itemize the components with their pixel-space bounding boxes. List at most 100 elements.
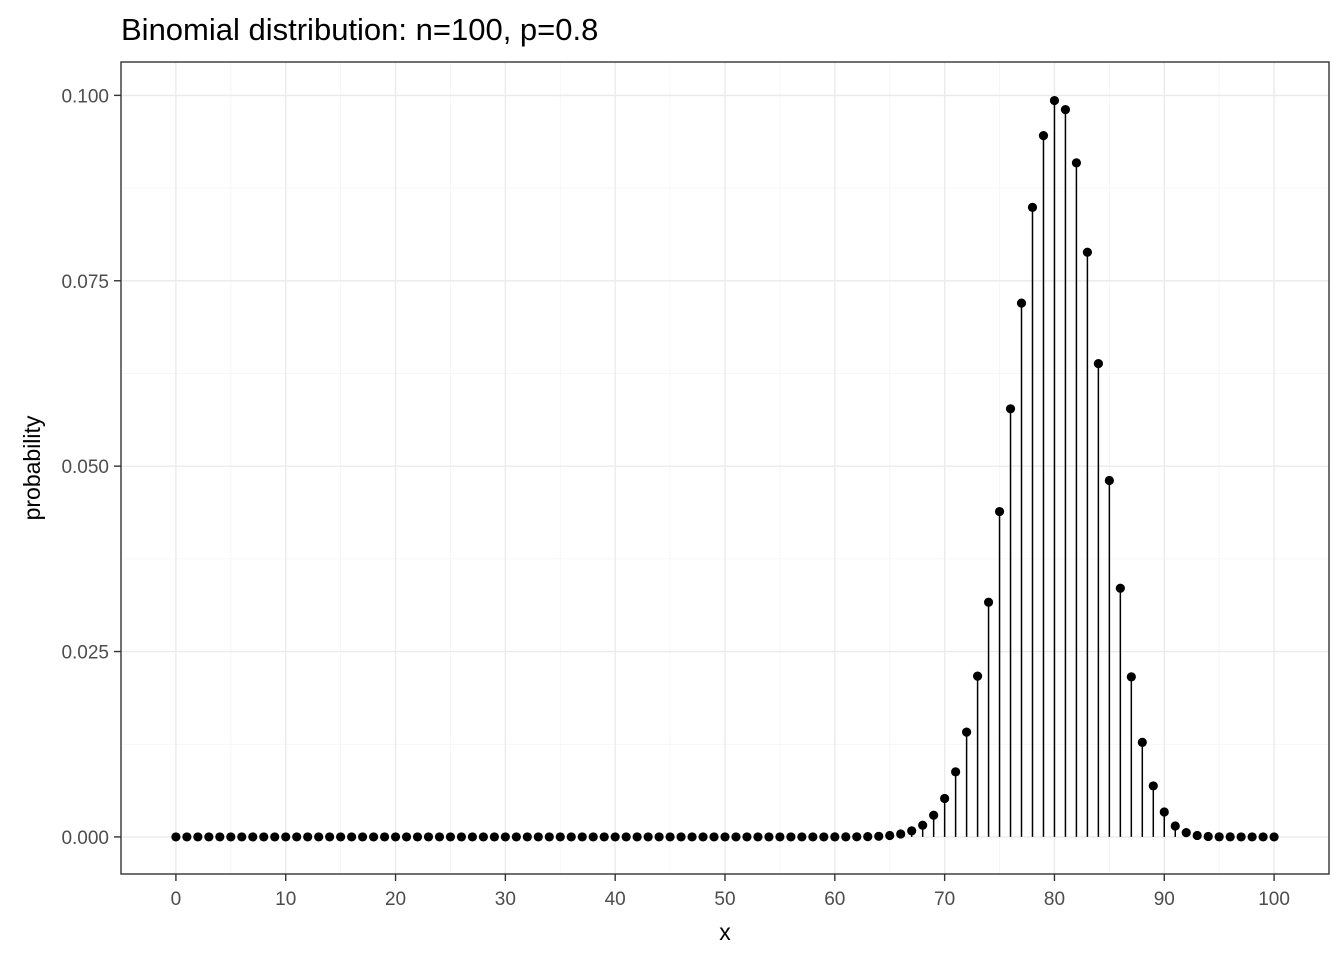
point-x7 <box>248 832 258 842</box>
point-x24 <box>434 832 445 842</box>
point-x15 <box>336 832 346 842</box>
point-x87 <box>1126 672 1136 682</box>
point-x78 <box>1027 202 1038 212</box>
x-tick-label: 60 <box>824 889 845 910</box>
x-tick-label: 70 <box>934 889 955 910</box>
point-x23 <box>423 832 434 842</box>
point-x92 <box>1181 828 1191 838</box>
point-x14 <box>325 832 335 842</box>
point-x9 <box>270 832 280 842</box>
point-x76 <box>1005 404 1016 414</box>
x-tick-label: 50 <box>714 889 735 910</box>
point-x65 <box>885 830 895 841</box>
point-x94 <box>1203 831 1213 842</box>
point-x35 <box>555 832 565 842</box>
point-x60 <box>830 832 840 842</box>
point-x64 <box>874 831 884 841</box>
point-x8 <box>259 832 269 842</box>
x-axis-label: x <box>719 919 731 945</box>
point-x83 <box>1082 247 1092 257</box>
point-x41 <box>621 832 631 842</box>
point-x30 <box>500 832 510 842</box>
point-x63 <box>863 832 873 842</box>
point-x42 <box>632 832 642 842</box>
point-x68 <box>918 820 928 830</box>
point-x73 <box>972 671 983 681</box>
point-x36 <box>566 832 576 842</box>
point-x90 <box>1159 807 1169 817</box>
point-x37 <box>577 832 587 842</box>
point-x72 <box>962 727 972 737</box>
point-x84 <box>1093 358 1103 369</box>
point-x69 <box>929 810 939 820</box>
y-tick-label: 0.025 <box>61 643 109 664</box>
point-x17 <box>358 832 368 842</box>
point-x12 <box>303 832 313 842</box>
point-x31 <box>511 832 521 842</box>
x-tick-label: 90 <box>1154 889 1175 910</box>
point-x53 <box>753 832 763 842</box>
point-x62 <box>852 832 862 842</box>
point-x45 <box>665 832 675 842</box>
point-x86 <box>1115 583 1125 593</box>
point-x3 <box>204 832 214 842</box>
point-x81 <box>1060 105 1071 115</box>
point-x70 <box>940 793 950 804</box>
point-x6 <box>237 832 247 842</box>
point-x22 <box>412 832 423 842</box>
point-x56 <box>786 832 796 842</box>
point-x80 <box>1049 95 1060 106</box>
point-x39 <box>599 832 609 842</box>
point-x61 <box>841 832 851 842</box>
point-x74 <box>983 597 994 607</box>
point-x4 <box>215 832 225 842</box>
y-tick-label: 0.075 <box>61 272 109 293</box>
data-points <box>171 95 1279 842</box>
point-x47 <box>687 832 697 842</box>
point-x18 <box>368 832 379 842</box>
point-x99 <box>1258 832 1268 842</box>
point-x38 <box>588 832 598 842</box>
grid-lines <box>121 62 1329 874</box>
point-x44 <box>654 832 664 842</box>
x-tick-label: 40 <box>605 889 626 910</box>
point-x66 <box>896 829 906 839</box>
point-x33 <box>533 832 543 842</box>
x-tick-label: 20 <box>385 889 406 910</box>
chart-title: Binomial distribution: n=100, p=0.8 <box>121 12 598 47</box>
point-x29 <box>489 832 499 842</box>
y-tick-label: 0.100 <box>61 86 109 107</box>
point-x75 <box>994 506 1005 517</box>
point-x49 <box>709 832 719 842</box>
point-x11 <box>292 832 302 842</box>
y-axis: 0.000 0.025 0.050 0.075 0.100 <box>61 86 121 849</box>
point-x57 <box>797 832 807 842</box>
point-x51 <box>731 832 741 842</box>
point-x13 <box>314 832 324 842</box>
point-x2 <box>193 832 203 842</box>
point-x77 <box>1016 298 1027 308</box>
point-x21 <box>401 832 412 842</box>
point-x27 <box>467 832 478 842</box>
point-x59 <box>819 832 829 842</box>
point-x88 <box>1137 737 1147 747</box>
x-tick-label: 80 <box>1044 889 1065 910</box>
point-x58 <box>808 832 818 842</box>
point-x100 <box>1269 832 1279 842</box>
point-x50 <box>720 832 730 842</box>
x-tick-label: 10 <box>275 889 296 910</box>
point-x79 <box>1038 131 1049 141</box>
point-x93 <box>1192 830 1202 841</box>
point-x16 <box>347 832 357 842</box>
point-x97 <box>1236 832 1246 842</box>
point-x71 <box>951 767 961 777</box>
point-x32 <box>522 832 532 842</box>
point-x26 <box>456 832 467 842</box>
x-axis: 0 10 20 30 40 50 60 70 80 90 100 <box>171 874 1290 910</box>
point-x5 <box>226 832 236 842</box>
x-tick-label: 0 <box>171 889 182 910</box>
point-x96 <box>1225 832 1235 842</box>
point-x1 <box>182 832 192 842</box>
point-x48 <box>698 832 708 842</box>
point-x43 <box>643 832 653 842</box>
